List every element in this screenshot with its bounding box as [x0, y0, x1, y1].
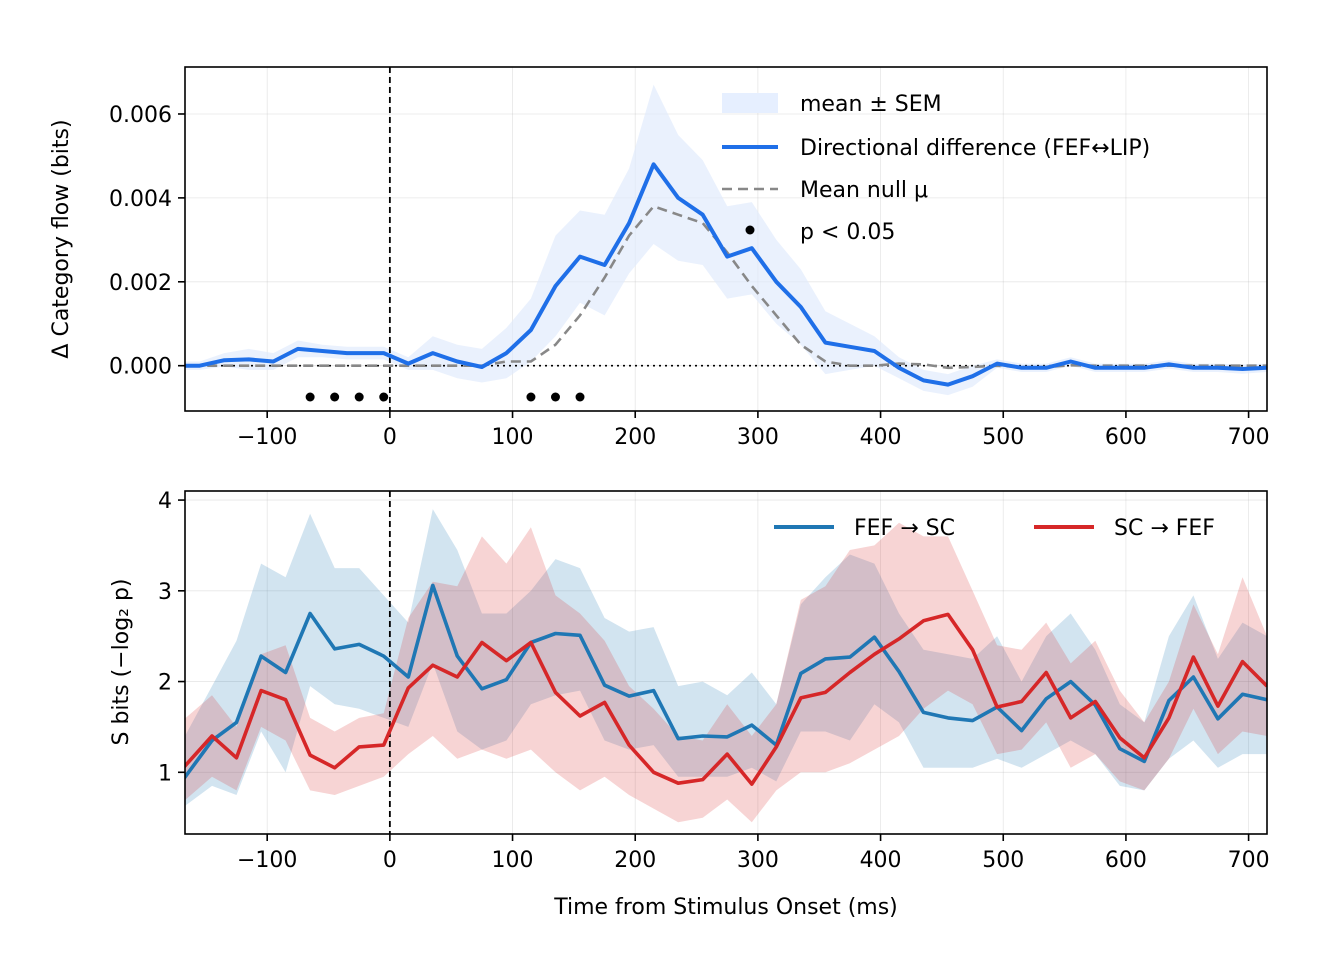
x-tick-label: 500 — [982, 425, 1024, 450]
bottom-x-axis-label: Time from Stimulus Onset (ms) — [553, 895, 898, 920]
y-tick-label: 0.006 — [109, 103, 172, 128]
legend-significance-marker — [745, 225, 755, 235]
x-tick-label: 700 — [1228, 425, 1270, 450]
bottom-y-axis-label: S bits (−log₂ p) — [109, 578, 134, 745]
x-tick-label: 300 — [737, 848, 779, 873]
y-tick-label: 0.004 — [109, 187, 172, 212]
x-tick-label: 600 — [1105, 848, 1147, 873]
sem-band — [185, 84, 1267, 396]
bottom-frame — [184, 490, 1268, 835]
x-tick-label: 700 — [1228, 848, 1270, 873]
x-tick-label: 400 — [860, 425, 902, 450]
bottom-legend: FEF → SC SC → FEF — [774, 516, 1215, 541]
y-tick-label: 4 — [158, 489, 172, 514]
x-tick-label: 200 — [614, 425, 656, 450]
x-tick-label: 400 — [860, 848, 902, 873]
x-tick-label: 300 — [737, 425, 779, 450]
fef-to-sc-band — [185, 509, 1267, 806]
top-y-axis: 0.000 0.002 0.004 0.006 — [109, 103, 185, 380]
significance-marker — [575, 392, 585, 402]
x-tick-label: 500 — [982, 848, 1024, 873]
y-tick-label: 3 — [158, 580, 172, 605]
legend-sem-swatch — [722, 93, 778, 113]
x-tick-label: 100 — [492, 425, 534, 450]
significance-marker — [379, 392, 389, 402]
significance-marker — [354, 392, 364, 402]
legend-sem-label: mean ± SEM — [800, 92, 942, 117]
fef-to-sc-line — [185, 583, 1267, 781]
x-tick-label: −100 — [237, 848, 297, 873]
significance-marker — [305, 392, 315, 402]
legend-directional-label: Directional difference (FEF↔LIP) — [800, 136, 1150, 161]
x-tick-label: 600 — [1105, 425, 1147, 450]
x-tick-label: 200 — [614, 848, 656, 873]
significance-marker — [330, 392, 340, 402]
significance-marker — [550, 392, 560, 402]
legend-fef-sc-label: FEF → SC — [854, 516, 955, 541]
y-tick-label: 2 — [158, 671, 172, 696]
bottom-panel: −100 0 100 200 300 400 500 600 700 1 2 3 4 S bits (… — [109, 489, 1270, 920]
significance-marker — [526, 392, 536, 402]
top-panel: −100 0 100 200 300 400 500 600 700 0.0000.0020.0… — [49, 66, 1270, 450]
x-tick-label: 0 — [383, 848, 397, 873]
sc-to-fef-line — [185, 612, 1267, 786]
legend-significance-label: p < 0.05 — [800, 220, 895, 245]
y-tick-label: 0.002 — [109, 271, 172, 296]
y-tick-label: 1 — [158, 761, 172, 786]
bottom-plot-area — [185, 491, 1267, 834]
sc-to-fef-band — [185, 522, 1267, 823]
x-tick-label: −100 — [237, 425, 297, 450]
top-frame — [184, 66, 1268, 412]
bottom-y-axis: 1 2 3 4 — [158, 489, 185, 786]
top-x-axis: −100 0 100 200 300 400 500 600 700 — [237, 411, 1270, 450]
top-plot-area — [185, 67, 1267, 411]
legend-null-label: Mean null μ — [800, 178, 928, 203]
top-legend: mean ± SEM Directional difference (FEF↔L… — [722, 92, 1150, 245]
x-tick-label: 100 — [492, 848, 534, 873]
legend-sc-fef-label: SC → FEF — [1114, 516, 1215, 541]
y-tick-label: 0.000 — [109, 355, 172, 380]
directional-difference-line — [185, 162, 1267, 387]
bottom-x-axis: −100 0 100 200 300 400 500 600 700 — [237, 834, 1270, 873]
x-tick-label: 0 — [383, 425, 397, 450]
top-y-axis-label: Δ Category flow (bits) — [49, 119, 74, 358]
